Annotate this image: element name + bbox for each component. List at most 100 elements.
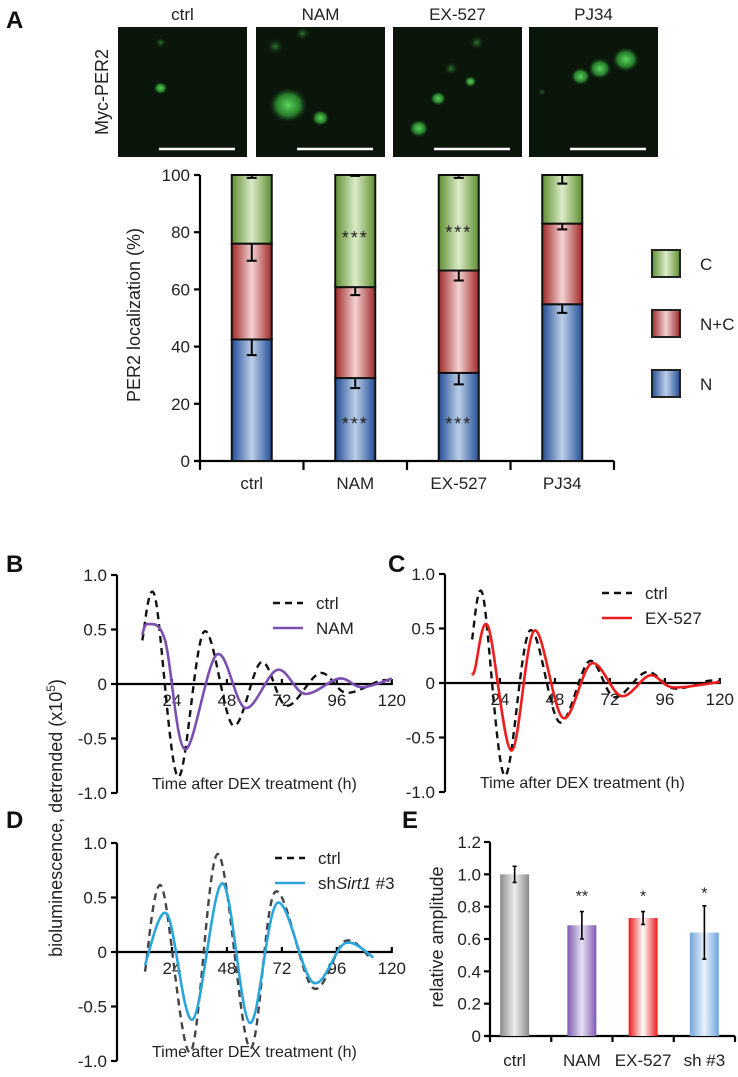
- panel-label-c: C: [388, 551, 405, 578]
- bar-segment-n-pj34: [541, 303, 584, 462]
- bar-segment-nc-pj34: [541, 222, 584, 306]
- y-tick-label: 1.0: [83, 566, 107, 585]
- legend-swatch-nc: [651, 309, 681, 338]
- image-background: [118, 27, 247, 157]
- cell-signal: [587, 57, 612, 80]
- y-tick-label: 1.0: [83, 834, 107, 853]
- bar-segment-nc-nam: [334, 286, 377, 380]
- y-tick-label: 0.2: [457, 995, 481, 1014]
- y-tick-label: -0.5: [406, 729, 435, 748]
- series-line-ctrl: [143, 852, 372, 1054]
- cell-signal: [570, 67, 591, 86]
- error-bar: [579, 910, 584, 940]
- cell-signal: [430, 91, 447, 106]
- series-line-ex-527: [470, 622, 720, 752]
- x-tick-label: NAM: [336, 474, 374, 493]
- shared-y-axis-label: bioluminescence, detrended (x105): [44, 679, 66, 957]
- micrograph-ex-527: [393, 27, 522, 157]
- x-tick-label: 96: [655, 690, 674, 709]
- y-tick-label: 0.5: [83, 621, 107, 640]
- bar-ctrl: [500, 874, 530, 1036]
- y-tick-label: 80: [171, 223, 190, 242]
- panel-label-b: B: [6, 551, 23, 578]
- chart-a: 0 20 40 60 80 100 PER2 localization (%) ctrl NAM…: [124, 166, 734, 493]
- y-tick-label: -0.5: [78, 998, 107, 1017]
- y-tick-label: 60: [171, 280, 190, 299]
- legend-label: N+C: [700, 315, 734, 334]
- y-tick-label: 0.5: [411, 620, 435, 639]
- error-bar: [557, 174, 568, 185]
- x-tick-label: 96: [327, 691, 346, 710]
- error-bar: [350, 174, 361, 177]
- x-axis-label: Time after DEX treatment (h): [480, 775, 685, 792]
- series-line-ctrl: [141, 590, 393, 778]
- y-axis-label: PER2 localization (%): [124, 228, 144, 402]
- y-tick-label: 0.5: [83, 889, 107, 908]
- bar-segment-n-ctrl: [230, 338, 273, 463]
- micrograph-pj34: [529, 27, 658, 157]
- series-line-shsirt1-3: [143, 882, 375, 1025]
- legend-label: ctrl: [318, 849, 341, 868]
- x-tick-label: 120: [378, 691, 406, 710]
- y-tick-label: -1.0: [78, 1052, 107, 1071]
- x-tick-label: 48: [217, 691, 236, 710]
- cell-signal: [294, 26, 311, 41]
- y-tick-label: 40: [171, 338, 190, 357]
- bar-segment-n-nam: [334, 377, 377, 462]
- error-bar: [702, 905, 707, 961]
- cell-signal: [268, 87, 309, 123]
- x-tick-label: ctrl: [503, 1051, 526, 1070]
- row-label-myc-per2: Myc-PER2: [92, 49, 112, 135]
- y-tick-label: -1.0: [78, 784, 107, 803]
- bar-segment-n-ex-527: [437, 371, 480, 462]
- error-bar: [512, 865, 517, 884]
- cell-signal: [468, 35, 485, 50]
- image-title: PJ34: [574, 5, 613, 24]
- bar-ex-527: [628, 917, 658, 1036]
- y-tick-label: -1.0: [406, 783, 435, 802]
- x-tick-label: 120: [378, 959, 406, 978]
- y-tick-label: 1.0: [457, 865, 481, 884]
- y-tick-label: 0.4: [457, 962, 481, 981]
- image-title: EX-527: [429, 5, 486, 24]
- y-tick-label: 1.0: [411, 565, 435, 584]
- image-background: [393, 27, 522, 157]
- y-tick-label: -0.5: [78, 730, 107, 749]
- y-tick-label: 1.2: [457, 833, 481, 852]
- significance-marker: *: [640, 889, 646, 906]
- cell-signal: [611, 46, 640, 73]
- legend-label: shSirt1 #3: [318, 874, 395, 893]
- error-bar: [641, 910, 646, 926]
- x-axis-label: Time after DEX treatment (h): [152, 1044, 357, 1061]
- legend-label: N: [700, 375, 712, 394]
- significance-marker: ***: [445, 222, 472, 242]
- y-tick-label: 0: [426, 674, 435, 693]
- y-tick-label: 0: [472, 1027, 481, 1046]
- y-tick-label: 0.8: [457, 898, 481, 917]
- significance-marker: ***: [342, 414, 369, 434]
- significance-marker: *: [701, 886, 707, 903]
- error-bar: [246, 174, 257, 179]
- x-tick-label: EX-527: [615, 1051, 672, 1070]
- x-tick-label: EX-527: [430, 474, 487, 493]
- micrograph-nam: [256, 26, 385, 157]
- chart-e: 0 0.2 0.4 0.6 0.8 1.0 1.2 relative amplitude ctr…: [427, 833, 737, 1070]
- legend-swatch-c: [651, 249, 681, 278]
- significance-marker: ***: [445, 414, 472, 434]
- legend-label: C: [700, 255, 712, 274]
- cell-signal: [154, 37, 167, 48]
- significance-marker: **: [576, 889, 588, 906]
- image-title: NAM: [302, 5, 340, 24]
- y-tick-label: 20: [171, 395, 190, 414]
- bar-segment-nc-ex-527: [437, 269, 480, 374]
- y-axis-label: relative amplitude: [427, 866, 447, 1007]
- cell-signal: [266, 38, 285, 55]
- panel-label-a: A: [6, 7, 23, 34]
- x-tick-label: ctrl: [240, 474, 263, 493]
- y-tick-label: 100: [162, 166, 190, 185]
- x-tick-label: 72: [600, 690, 619, 709]
- x-tick-label: PJ34: [543, 474, 582, 493]
